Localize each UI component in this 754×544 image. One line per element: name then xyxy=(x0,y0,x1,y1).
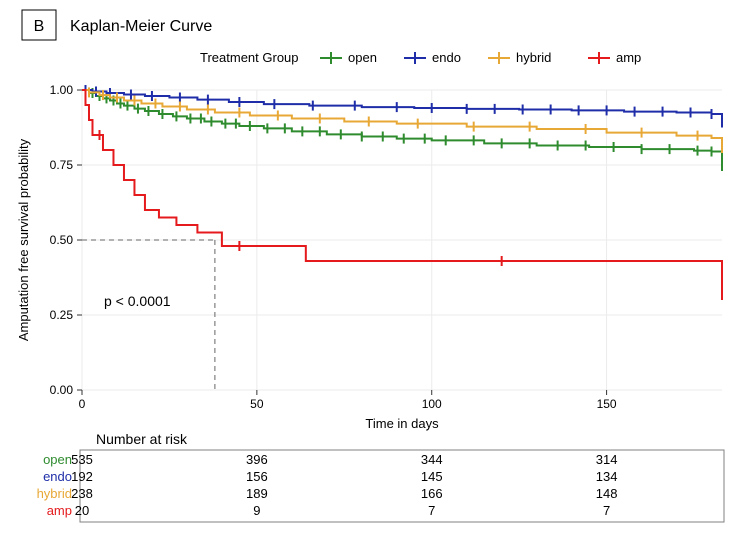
legend-label-endo: endo xyxy=(432,50,461,65)
risk-cell: 189 xyxy=(246,486,268,501)
risk-cell: 148 xyxy=(596,486,618,501)
panel-letter: B xyxy=(34,18,45,35)
risk-cell: 9 xyxy=(253,503,260,518)
risk-cell: 156 xyxy=(246,469,268,484)
risk-cell: 7 xyxy=(428,503,435,518)
risk-table-border xyxy=(80,450,724,522)
ytick-label: 0.25 xyxy=(50,308,74,322)
risk-cell: 145 xyxy=(421,469,443,484)
risk-cell: 396 xyxy=(246,452,268,467)
risk-cell: 314 xyxy=(596,452,618,467)
risk-row-label-hybrid: hybrid xyxy=(37,486,72,501)
x-axis-label: Time in days xyxy=(365,416,439,431)
chart-title: Kaplan-Meier Curve xyxy=(70,18,212,35)
km-figure: B Kaplan-Meier Curve Treatment Group open en… xyxy=(0,0,754,544)
risk-row-label-endo: endo xyxy=(43,469,72,484)
risk-table-title: Number at risk xyxy=(96,431,188,447)
y-axis-label: Amputation free survival probability xyxy=(16,138,31,341)
risk-cell: 134 xyxy=(596,469,618,484)
xtick-label: 100 xyxy=(422,397,442,411)
risk-cell: 166 xyxy=(421,486,443,501)
xtick-label: 150 xyxy=(597,397,617,411)
risk-cell: 238 xyxy=(71,486,93,501)
xtick-label: 50 xyxy=(250,397,264,411)
risk-cell: 192 xyxy=(71,469,93,484)
ytick-label: 0.75 xyxy=(50,158,74,172)
risk-cell: 7 xyxy=(603,503,610,518)
risk-cell: 535 xyxy=(71,452,93,467)
legend-label-hybrid: hybrid xyxy=(516,50,551,65)
risk-cell: 20 xyxy=(75,503,89,518)
risk-row-label-amp: amp xyxy=(47,503,72,518)
legend-label-open: open xyxy=(348,50,377,65)
legend-title: Treatment Group xyxy=(200,50,299,65)
ytick-label: 0.50 xyxy=(50,233,74,247)
p-value: p < 0.0001 xyxy=(104,293,171,309)
risk-row-label-open: open xyxy=(43,452,72,467)
risk-cell: 344 xyxy=(421,452,443,467)
legend-label-amp: amp xyxy=(616,50,641,65)
ytick-label: 0.00 xyxy=(50,383,74,397)
ytick-label: 1.00 xyxy=(50,83,74,97)
xtick-label: 0 xyxy=(79,397,86,411)
